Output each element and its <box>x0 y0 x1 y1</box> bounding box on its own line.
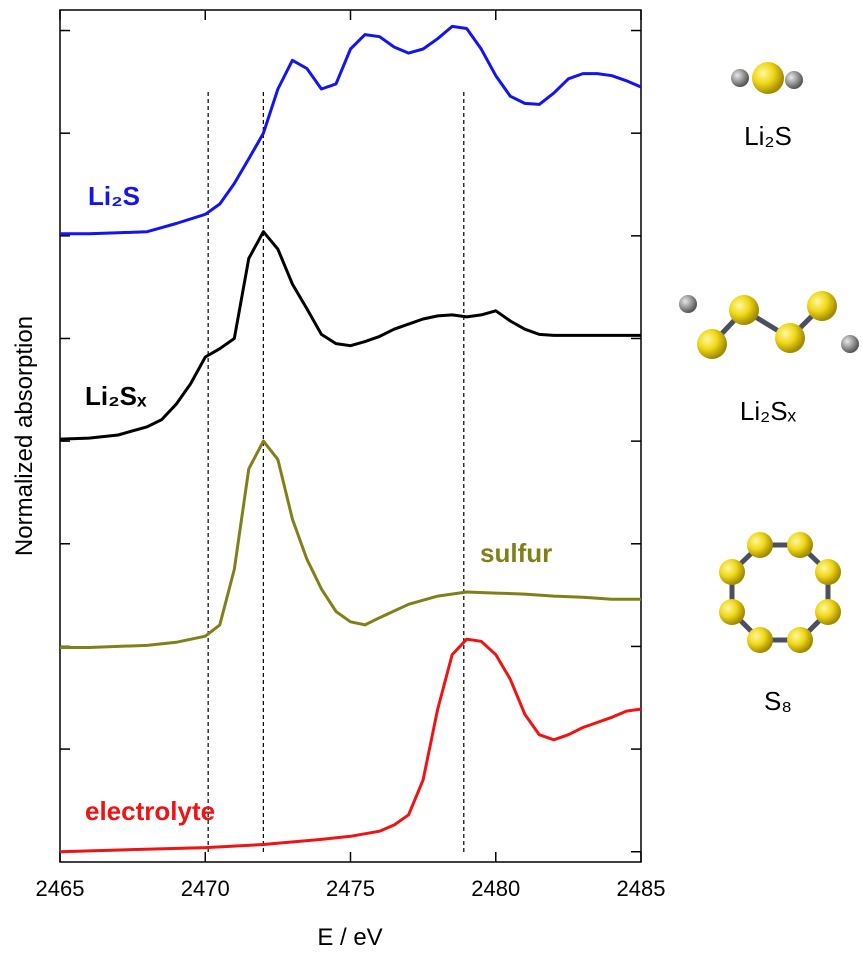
x-tick-label: 2480 <box>471 876 520 901</box>
series-line <box>60 26 641 233</box>
molecule-label: Li₂Sₓ <box>740 396 797 426</box>
series-line <box>60 441 641 647</box>
chart: E / eV Normalized absorption Li₂S Li₂Sₓ … <box>0 0 862 957</box>
x-tick-label: 2475 <box>326 876 375 901</box>
molecule-label: S₈ <box>764 686 792 716</box>
molecule-li2sx <box>679 291 859 359</box>
x-tick-label: 2485 <box>617 876 666 901</box>
series-label: electrolyte <box>85 796 215 826</box>
x-tick-label: 2470 <box>181 876 230 901</box>
molecule-li2s <box>731 62 803 94</box>
series-label: sulfur <box>480 538 552 568</box>
molecule-s8 <box>719 532 841 653</box>
series-label: Li₂S <box>88 181 140 211</box>
y-axis-title: Normalized absorption <box>11 316 38 556</box>
x-tick-label: 2465 <box>36 876 85 901</box>
x-axis-title: E / eV <box>317 924 382 951</box>
plot-frame <box>60 10 641 862</box>
series-label: Li₂Sₓ <box>85 381 147 411</box>
series-line <box>60 232 641 439</box>
molecule-label: Li₂S <box>744 121 792 151</box>
